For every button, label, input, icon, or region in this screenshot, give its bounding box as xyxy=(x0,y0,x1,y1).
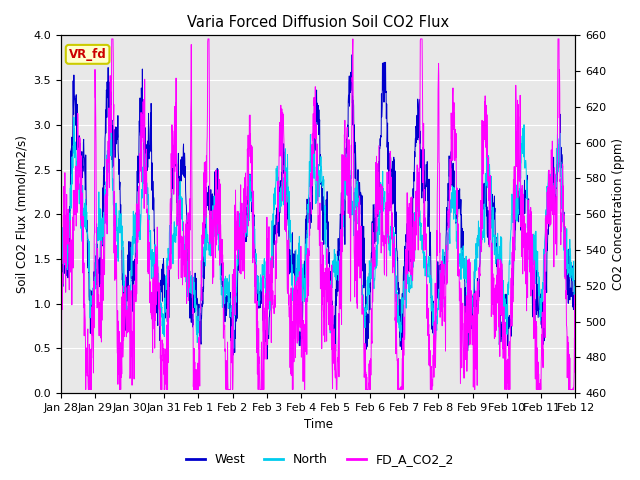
Y-axis label: Soil CO2 Flux (mmol/m2/s): Soil CO2 Flux (mmol/m2/s) xyxy=(15,135,28,293)
X-axis label: Time: Time xyxy=(304,419,333,432)
Text: VR_fd: VR_fd xyxy=(68,48,106,61)
Title: Varia Forced Diffusion Soil CO2 Flux: Varia Forced Diffusion Soil CO2 Flux xyxy=(187,15,449,30)
Y-axis label: CO2 Concentration (ppm): CO2 Concentration (ppm) xyxy=(612,138,625,290)
Legend: West, North, FD_A_CO2_2: West, North, FD_A_CO2_2 xyxy=(181,448,459,471)
